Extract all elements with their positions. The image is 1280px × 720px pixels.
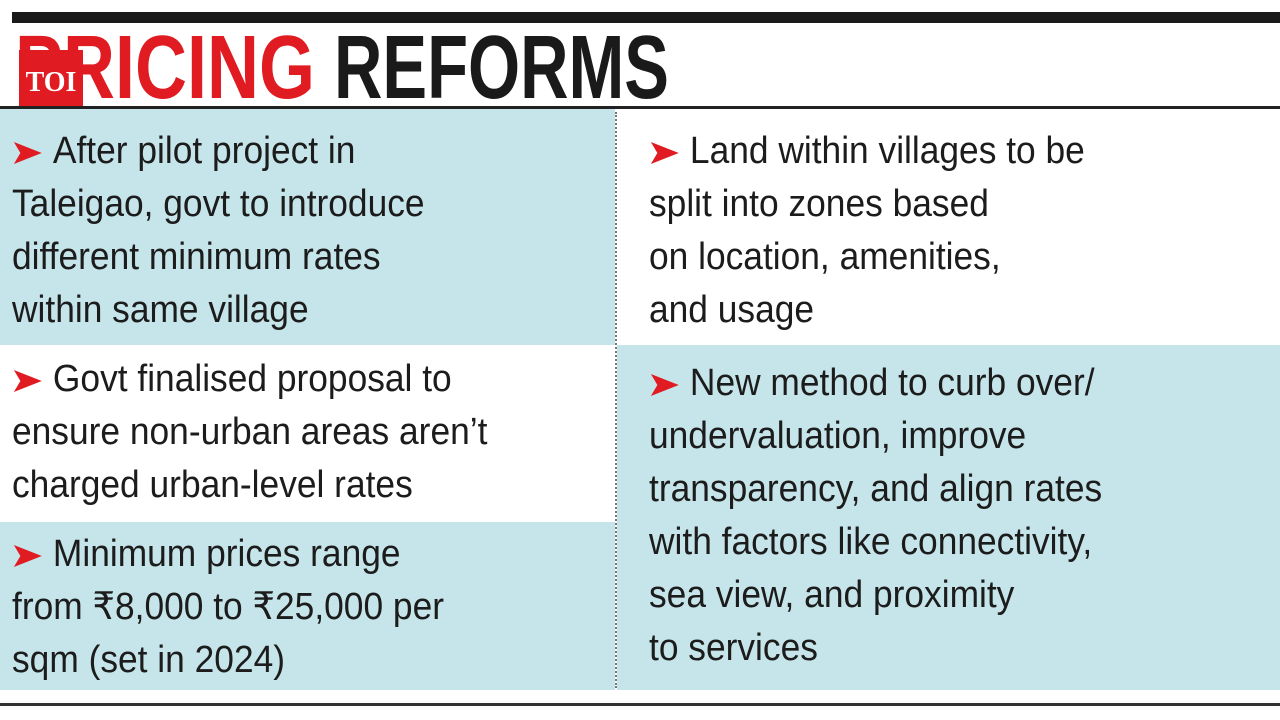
item: Minimum prices range from ₹8,000 to ₹25,0… — [0, 522, 615, 690]
title-rule — [0, 106, 1280, 109]
text-line: Land within villages to be — [649, 125, 1236, 178]
bottom-rule — [0, 703, 1280, 706]
item-text: within same village — [12, 289, 309, 331]
text-line: ensure non-urban areas aren’t — [12, 406, 573, 459]
logo: TOI — [19, 50, 83, 116]
item-text: ensure non-urban areas aren’t — [12, 411, 488, 453]
text-line: transparency, and align rates — [649, 463, 1236, 516]
item-text: split into zones based — [649, 183, 989, 225]
text-line: sea view, and proximity — [649, 569, 1236, 622]
text-line: sqm (set in 2024) — [12, 634, 573, 687]
text-line: charged urban-level rates — [12, 459, 573, 512]
item-text: undervaluation, improve — [649, 415, 1027, 457]
item-text: Minimum prices range — [52, 533, 401, 575]
title: PRICING REFORMS — [15, 22, 669, 108]
item-text: sea view, and proximity — [649, 574, 1015, 616]
item: After pilot project in Taleigao, govt to … — [0, 109, 615, 345]
bullet-arrow — [650, 142, 679, 164]
item: New method to curb over/undervaluation, … — [617, 345, 1280, 690]
text-line: within same village — [12, 284, 573, 337]
bullet-arrow — [13, 142, 42, 164]
item-text: on location, amenities, — [649, 236, 1001, 278]
text-line: to services — [649, 622, 1236, 675]
divider — [615, 112, 617, 688]
item-text: After pilot project in — [52, 130, 356, 172]
text-line: Minimum prices range — [12, 528, 573, 581]
item-text: transparency, and align rates — [649, 468, 1103, 510]
item-text: and usage — [649, 289, 815, 331]
text-line: from ₹8,000 to ₹25,000 per — [12, 581, 573, 634]
text-line: Govt finalised proposal to — [12, 353, 573, 406]
text-line: split into zones based — [649, 178, 1236, 231]
item: Govt finalised proposal to ensure non-urb… — [0, 345, 615, 522]
text-line: After pilot project in — [12, 125, 573, 178]
item-text: different minimum rates — [12, 236, 381, 278]
title-black: REFORMS — [334, 22, 669, 108]
text-line: Taleigao, govt to introduce — [12, 178, 573, 231]
item-text: Govt finalised proposal to — [52, 358, 452, 400]
item-text: with factors like connectivity, — [649, 521, 1093, 563]
item-text: sqm (set in 2024) — [12, 639, 286, 681]
item-text: charged urban-level rates — [12, 464, 413, 506]
text-line: and usage — [649, 284, 1236, 337]
text-line: different minimum rates — [12, 231, 573, 284]
bullet-arrow — [13, 545, 42, 567]
bullet-arrow — [650, 374, 679, 396]
item-text: New method to curb over/ — [689, 362, 1095, 404]
item-text: from ₹8,000 to ₹25,000 per — [12, 586, 445, 628]
item-text: Taleigao, govt to introduce — [12, 183, 425, 225]
bullet-arrow — [13, 370, 42, 392]
text-line: undervaluation, improve — [649, 410, 1236, 463]
item: Land within villages to be split into zon… — [617, 109, 1280, 345]
item-text: Land within villages to be — [689, 130, 1085, 172]
text-line: New method to curb over/ — [649, 357, 1236, 410]
text-line: on location, amenities, — [649, 231, 1236, 284]
item-text: to services — [649, 627, 818, 669]
top-bar — [12, 12, 1280, 23]
text-line: with factors like connectivity, — [649, 516, 1236, 569]
